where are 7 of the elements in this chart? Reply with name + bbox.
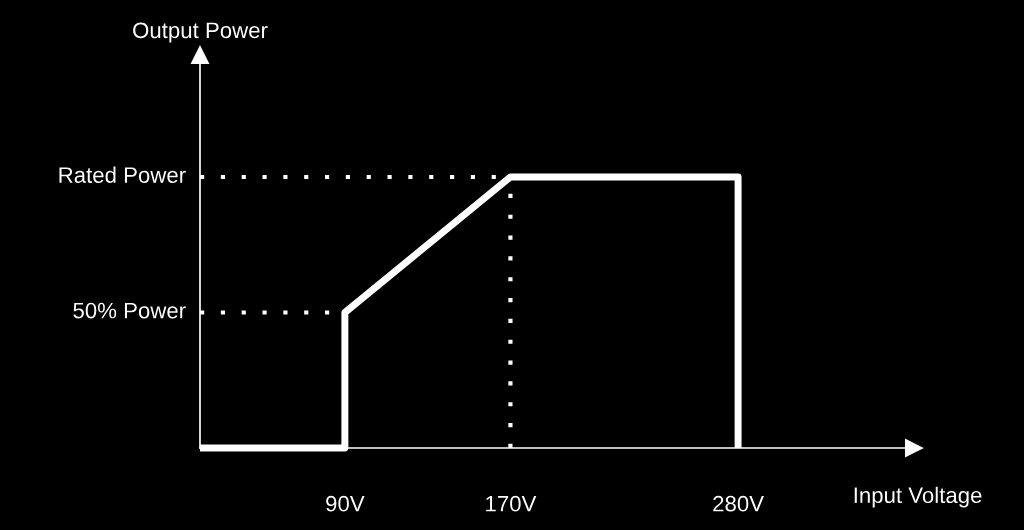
x-tick-label: 170V (486, 495, 537, 512)
x-tick-label: 280V (713, 495, 764, 512)
x-tick-label: 90V (326, 495, 365, 512)
text: Output Power (133, 22, 268, 43)
ref-line-label: Rated Power (59, 166, 186, 183)
x-axis-title: Input Voltage (854, 486, 982, 508)
ref-line-label: 50% Power (73, 302, 186, 319)
